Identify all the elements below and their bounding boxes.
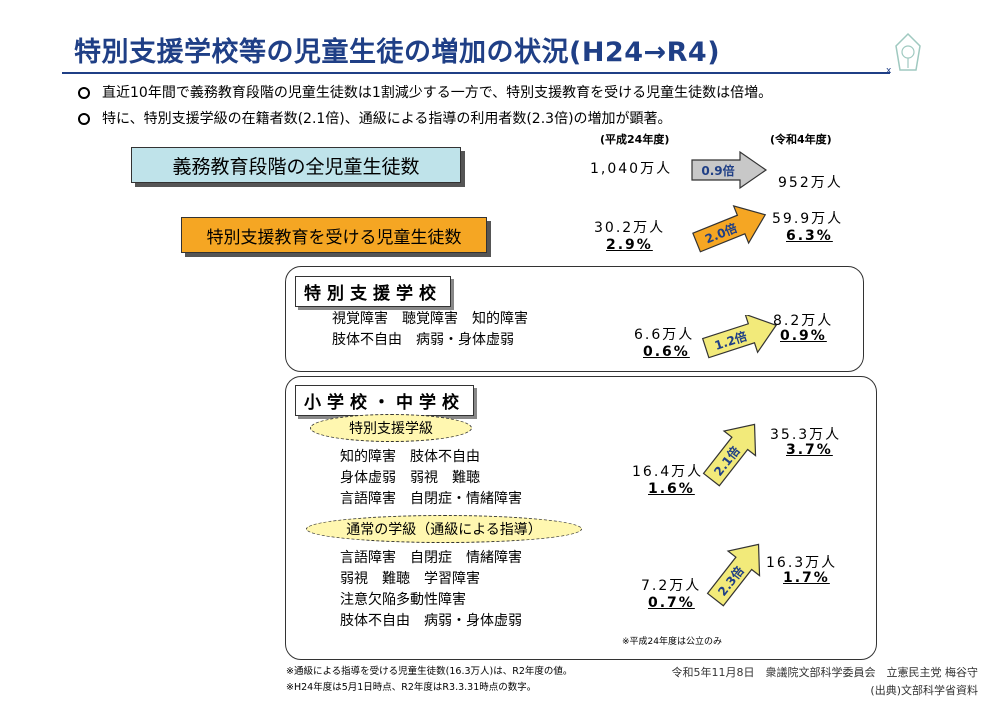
special-education-before-pct: 2.9% — [606, 237, 653, 253]
resource-room-line: 注意欠陥多動性障害 — [340, 592, 466, 608]
page-title: 特別支援学校等の児童生徒の増加の状況(H24→R4) — [74, 37, 721, 68]
all-students-after: 952万人 — [778, 175, 843, 191]
resource-room-label: 通常の学級（通級による指導） — [306, 515, 582, 543]
bullet-circle-icon — [78, 87, 90, 99]
elem-middle-title: 小学校・中学校 — [295, 385, 474, 416]
special-class-line: 身体虚弱 弱視 難聴 — [340, 470, 480, 486]
title-underline — [62, 72, 890, 74]
resource-room-before-pct: 0.7% — [648, 595, 695, 611]
bullet-item: 特に、特別支援学級の在籍者数(2.1倍)、通級による指導の利用者数(2.3倍)の… — [78, 108, 672, 128]
all-students-banner: 義務教育段階の全児童生徒数 — [131, 147, 461, 183]
special-class-before: 16.4万人 — [632, 464, 704, 480]
ratio-arrow-resource-room: 2.3倍 — [706, 543, 761, 607]
special-education-after: 59.9万人 — [772, 211, 844, 227]
special-school-after-pct: 0.9% — [780, 328, 827, 344]
panel-note: ※平成24年度は公立のみ — [622, 637, 722, 647]
ratio-arrow-special-school: 1.2倍 — [701, 315, 778, 359]
special-school-before-pct: 0.6% — [643, 344, 690, 360]
ratio-arrow-all: 0.9倍 — [691, 150, 768, 190]
special-education-before: 30.2万人 — [594, 220, 666, 236]
special-school-title: 特別支援学校 — [295, 276, 451, 307]
resource-room-line: 肢体不自由 病弱・身体虚弱 — [340, 613, 522, 629]
resource-room-after-pct: 1.7% — [783, 570, 830, 586]
special-school-line: 肢体不自由 病弱・身体虚弱 — [332, 332, 514, 348]
all-students-before: 1,040万人 — [590, 161, 673, 177]
special-school-before: 6.6万人 — [634, 327, 695, 343]
year-label-after: (令和4年度) — [770, 133, 832, 146]
special-education-after-pct: 6.3% — [786, 228, 833, 244]
special-class-line: 言語障害 自閉症・情緒障害 — [340, 491, 522, 507]
credit-line: 令和5年11月8日 衆議院文部科学委員会 立憲民主党 梅谷守 — [671, 666, 979, 679]
bullet-item: 直近10年間で義務教育段階の児童生徒数は1割減少する一方で、特別支援教育を受ける… — [78, 82, 772, 102]
special-class-after-pct: 3.7% — [786, 442, 833, 458]
special-class-label: 特別支援学級 — [310, 414, 472, 442]
special-class-before-pct: 1.6% — [648, 481, 695, 497]
resource-room-before: 7.2万人 — [641, 578, 702, 594]
ratio-label-all: 0.9倍 — [701, 163, 734, 178]
footnote: ※通級による指導を受ける児童生徒数(16.3万人)は、R2年度の値。 — [286, 666, 573, 677]
special-school-line: 視覚障害 聴覚障害 知的障害 — [332, 311, 528, 327]
source-line: (出典)文部科学省資料 — [870, 684, 978, 697]
special-school-after: 8.2万人 — [773, 313, 834, 329]
special-class-line: 知的障害 肢体不自由 — [340, 449, 480, 465]
ratio-arrow-special-education: 2.0倍 — [692, 205, 767, 253]
year-label-before: (平成24年度) — [600, 133, 670, 146]
resource-room-after: 16.3万人 — [766, 555, 838, 571]
resource-room-line: 言語障害 自閉症 情緒障害 — [340, 550, 522, 566]
party-logo-icon — [895, 32, 921, 71]
special-education-banner: 特別支援教育を受ける児童生徒数 — [181, 217, 487, 253]
title-underline-end-mark: x — [886, 66, 892, 76]
bullet-circle-icon — [78, 113, 90, 125]
footnote: ※H24年度は5月1日時点、R2年度はR3.3.31時点の数字。 — [286, 682, 537, 693]
resource-room-line: 弱視 難聴 学習障害 — [340, 571, 480, 587]
special-class-after: 35.3万人 — [770, 427, 842, 443]
ratio-arrow-special-class: 2.1倍 — [702, 423, 757, 487]
